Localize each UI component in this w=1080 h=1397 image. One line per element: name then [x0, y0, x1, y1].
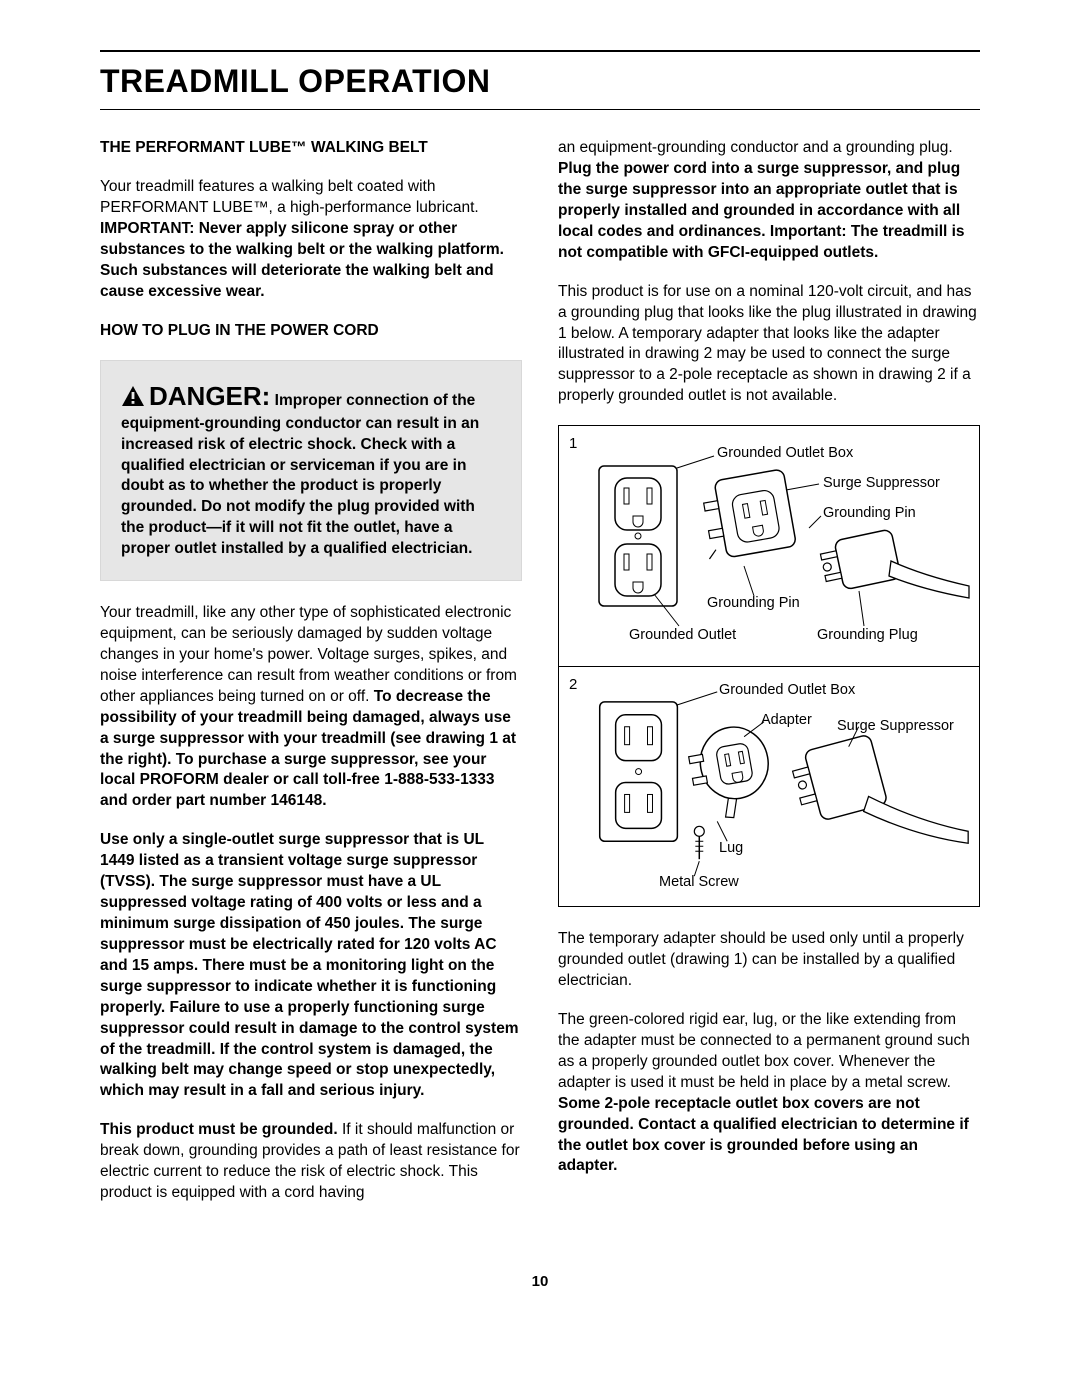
right-p3: The temporary adapter should be used onl… [558, 929, 980, 992]
label-metal-screw: Metal Screw [659, 873, 739, 893]
right-p4: The green-colored rigid ear, lug, or the… [558, 1010, 980, 1177]
diagram-1: 1 Grounded Outlet Box Surge Suppressor G… [559, 426, 979, 666]
label-grounded-outlet: Grounded Outlet [629, 626, 736, 646]
section-head-lube: THE PERFORMANT LUBE™ WALKING BELT [100, 138, 522, 159]
label-surge-suppressor-1: Surge Suppressor [823, 474, 940, 494]
grounding-lead: This product must be grounded. [100, 1121, 338, 1138]
label-grounded-outlet-box-1: Grounded Outlet Box [717, 444, 853, 464]
warning-triangle-icon [121, 385, 145, 407]
label-grounded-outlet-box-2: Grounded Outlet Box [719, 681, 855, 701]
right-p1: an equipment-grounding conductor and a g… [558, 138, 980, 264]
page-number: 10 [100, 1272, 980, 1292]
grounding-paragraph: This product must be grounded. If it sho… [100, 1120, 522, 1204]
label-adapter: Adapter [761, 711, 812, 731]
label-grounding-pin-2: Grounding Pin [707, 594, 800, 614]
label-surge-suppressor-2: Surge Suppressor [837, 717, 954, 737]
right-p1b: Plug the power cord into a surge suppres… [558, 160, 965, 261]
lube-intro-text: Your treadmill features a walking belt c… [100, 178, 479, 216]
surge-spec-paragraph: Use only a single-outlet surge suppresso… [100, 830, 522, 1102]
right-p4a: The green-colored rigid ear, lug, or the… [558, 1011, 970, 1091]
label-lug: Lug [719, 839, 743, 859]
lube-paragraph: Your treadmill features a walking belt c… [100, 177, 522, 303]
two-column-layout: THE PERFORMANT LUBE™ WALKING BELT Your t… [100, 138, 980, 1222]
title-underline [100, 109, 980, 110]
danger-body-text: Improper connection of the equipment-gro… [121, 392, 479, 558]
surge-buy-text: To decrease the possibility of your trea… [100, 688, 516, 810]
danger-callout: DANGER: Improper connection of the equip… [100, 360, 522, 582]
right-column: an equipment-grounding conductor and a g… [558, 138, 980, 1222]
diagram-2: 2 Grounded Outlet Box Adapter Surge Supp… [559, 666, 979, 906]
label-grounding-plug: Grounding Plug [817, 626, 918, 646]
outlet-diagram: 1 Grounded Outlet Box Surge Suppressor G… [558, 425, 980, 907]
section-head-plug: HOW TO PLUG IN THE POWER CORD [100, 321, 522, 342]
label-grounding-pin-1: Grounding Pin [823, 504, 916, 524]
lube-warning-text: IMPORTANT: Never apply silicone spray or… [100, 220, 504, 300]
left-column: THE PERFORMANT LUBE™ WALKING BELT Your t… [100, 138, 522, 1222]
right-p4b: Some 2-pole receptacle outlet box covers… [558, 1095, 969, 1175]
top-rule [100, 50, 980, 52]
diagram-2-number: 2 [569, 675, 577, 695]
diagram-2-svg [559, 667, 979, 906]
diagram-1-number: 1 [569, 434, 577, 454]
right-p2: This product is for use on a nominal 120… [558, 282, 980, 408]
danger-heading: DANGER: [149, 381, 270, 411]
right-p1a: an equipment-grounding conductor and a g… [558, 139, 953, 156]
page-title: TREADMILL OPERATION [100, 60, 980, 103]
surge-intro-paragraph: Your treadmill, like any other type of s… [100, 603, 522, 812]
